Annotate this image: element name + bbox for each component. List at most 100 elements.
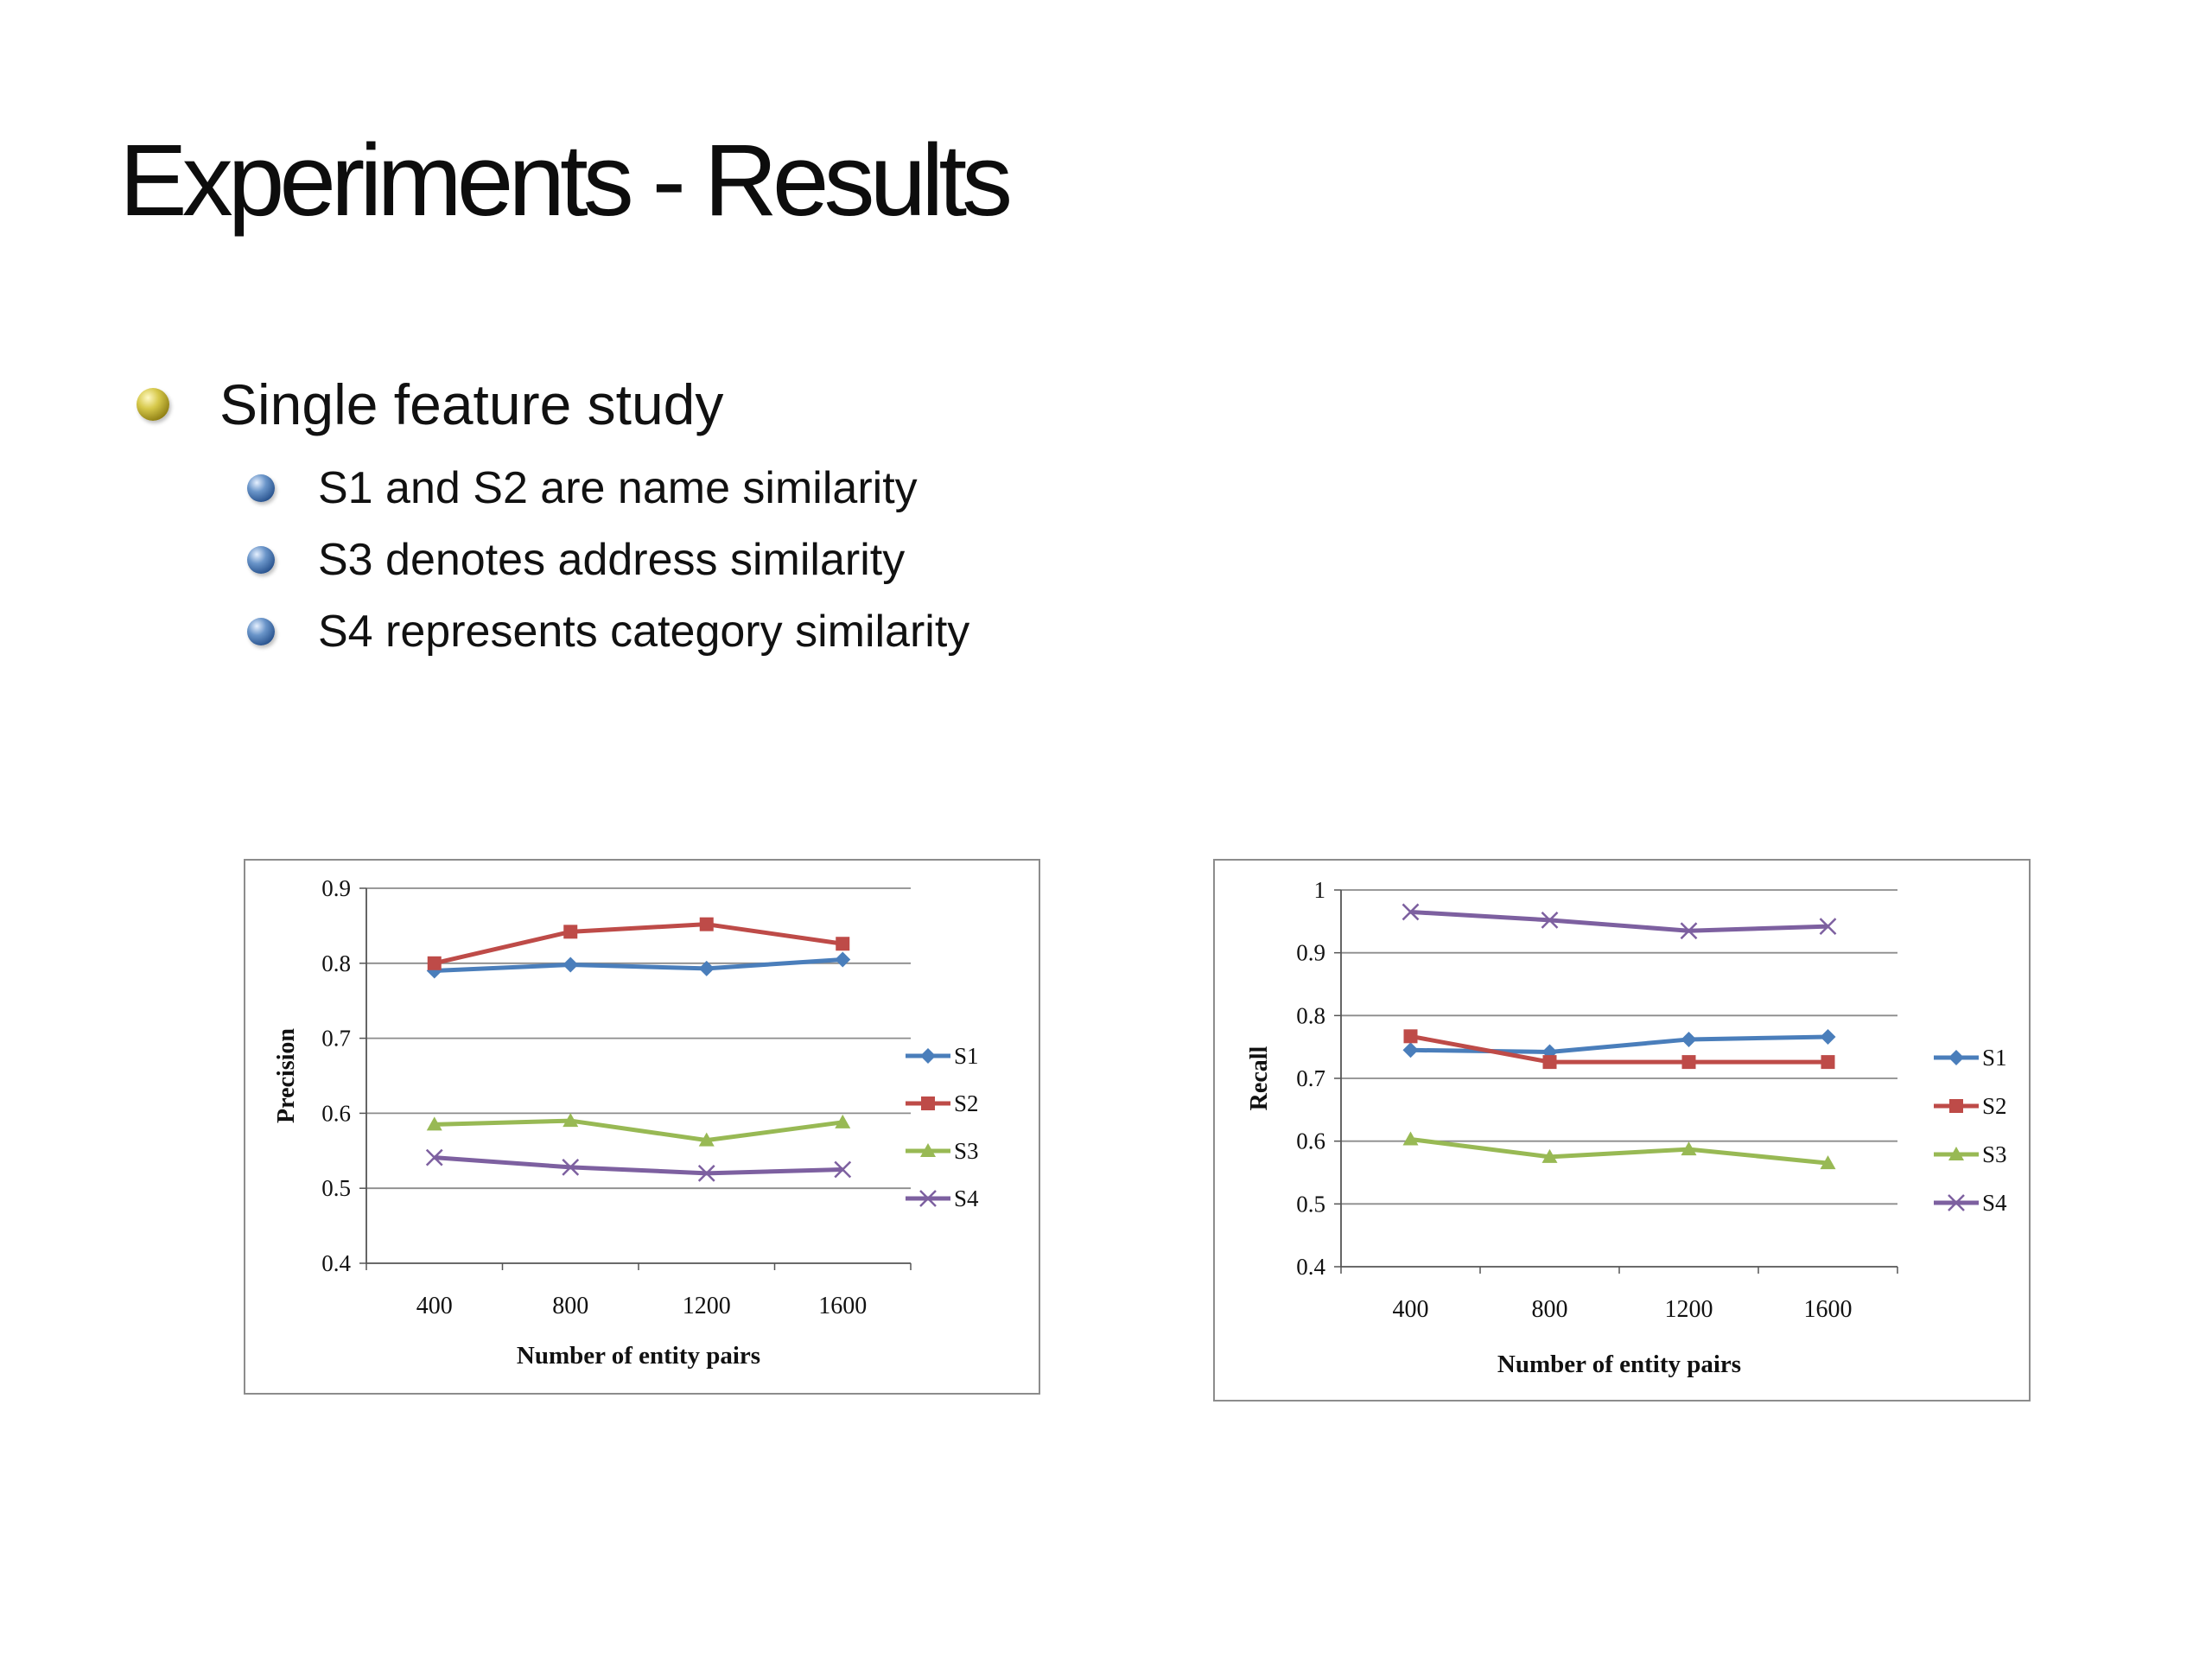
data-point-s4	[1819, 918, 1837, 936]
y-tick-label: 0.6	[321, 1100, 351, 1126]
legend-marker	[920, 1143, 936, 1157]
y-tick-label: 0.4	[1296, 1254, 1325, 1280]
legend-label: S1	[1982, 1045, 2007, 1071]
data-point-s2	[563, 925, 578, 939]
data-point-s1	[1402, 1042, 1419, 1058]
data-point-s3	[563, 1113, 579, 1128]
y-tick-label: 0.5	[1296, 1191, 1325, 1217]
data-point-s4	[834, 1160, 852, 1179]
bullet-item-single-feature: Single feature study	[137, 372, 723, 437]
data-point-s3	[1541, 1148, 1558, 1163]
data-point-s2	[1821, 1055, 1835, 1070]
legend-item-s3: S3	[906, 1138, 979, 1164]
series-s4	[425, 1148, 852, 1182]
legend-marker	[920, 1048, 936, 1064]
series-line-s2	[434, 922, 843, 966]
x-tick-label: 400	[416, 1293, 453, 1319]
legend-label: S1	[954, 1043, 979, 1069]
precision-chart: 0.4 0.5 0.6 0.7 0.8 0.9 400 800 1200 1600 Number o…	[273, 875, 979, 1370]
blue-bullet-icon	[247, 618, 275, 645]
legend-marker	[919, 1190, 937, 1207]
data-point-s1	[1820, 1029, 1836, 1046]
y-tick-label: 0.9	[1296, 940, 1325, 966]
series-s1	[426, 951, 851, 979]
y-tick-label: 0.9	[321, 875, 351, 901]
data-point-s3	[835, 1114, 851, 1128]
y-tick-label: 0.7	[1296, 1065, 1325, 1091]
legend-item-s1: S1	[906, 1043, 979, 1069]
data-point-s3	[426, 1116, 442, 1131]
legend-marker	[1948, 1194, 1965, 1211]
data-point-s3	[1820, 1155, 1836, 1170]
data-point-s4	[562, 1159, 580, 1176]
x-tick-label: 1600	[1804, 1296, 1853, 1323]
x-tick-label: 1600	[818, 1293, 867, 1319]
legend-item-s2: S2	[1934, 1093, 2007, 1119]
legend-label: S2	[954, 1090, 979, 1116]
legend-item-s2: S2	[906, 1090, 979, 1116]
data-point-s3	[698, 1132, 715, 1147]
data-point-s3	[1402, 1131, 1419, 1146]
series-line-s2	[1410, 1033, 1828, 1065]
series-s2	[427, 917, 850, 970]
data-point-s2	[427, 956, 442, 970]
data-point-s2	[699, 917, 714, 931]
bullet-text: S3 denotes address similarity	[318, 535, 906, 585]
legend-marker	[1948, 1050, 1964, 1065]
blue-bullet-icon	[247, 474, 275, 502]
legend-label: S3	[954, 1138, 979, 1164]
series-line-s1	[434, 957, 843, 973]
legend-label: S4	[1982, 1190, 2007, 1216]
series-s3	[426, 1113, 851, 1147]
bullet-item-address-similarity: S3 denotes address similarity	[247, 534, 905, 586]
data-point-s4	[697, 1164, 715, 1182]
data-point-s1	[698, 960, 715, 976]
bullet-text: Single feature study	[219, 372, 724, 436]
data-point-s2	[1403, 1029, 1418, 1044]
data-point-s2	[1542, 1055, 1557, 1070]
series-s1	[1402, 1029, 1836, 1060]
data-point-s2	[1681, 1055, 1696, 1070]
legend-marker	[1948, 1147, 1964, 1160]
data-point-s1	[835, 951, 851, 968]
series-s2	[1403, 1029, 1835, 1070]
data-point-s4	[1680, 922, 1698, 940]
legend-item-s3: S3	[1934, 1141, 2007, 1167]
precision-chart-frame: 0.4 0.5 0.6 0.7 0.8 0.9 400 800 1200 1600 Number o…	[244, 859, 1040, 1395]
x-axis-title: Number of entity pairs	[1497, 1351, 1741, 1378]
series-s4	[1402, 903, 1837, 940]
x-tick-label: 800	[552, 1293, 588, 1319]
bullet-text: S1 and S2 are name similarity	[318, 463, 918, 513]
series-s3	[1402, 1131, 1836, 1170]
legend-item-s4: S4	[906, 1185, 979, 1211]
recall-chart: 0.4 0.5 0.6 0.7 0.8 0.9 1 400 800 1200 1600 Number …	[1246, 877, 2007, 1378]
y-tick-label: 0.7	[321, 1026, 351, 1052]
data-point-s4	[1541, 911, 1559, 929]
y-axis-title: Precision	[273, 1028, 300, 1123]
data-point-s1	[426, 963, 442, 979]
x-tick-label: 800	[1532, 1296, 1568, 1323]
x-tick-label: 400	[1393, 1296, 1429, 1323]
legend-item-s1: S1	[1934, 1045, 2007, 1071]
slide-title: Experiments - Results	[119, 124, 1013, 238]
legend-label: S3	[1982, 1141, 2007, 1167]
y-tick-label: 0.8	[321, 950, 351, 976]
x-tick-label: 1200	[683, 1293, 731, 1319]
series-line-s3	[1410, 1137, 1828, 1166]
legend-item-s4: S4	[1934, 1190, 2007, 1216]
y-tick-label: 0.6	[1296, 1128, 1325, 1154]
y-tick-label: 1	[1314, 877, 1326, 903]
data-point-s1	[563, 957, 579, 973]
data-point-s3	[1681, 1141, 1697, 1156]
data-point-s4	[1402, 903, 1420, 921]
bullet-item-name-similarity: S1 and S2 are name similarity	[247, 462, 918, 514]
y-axis-title: Recall	[1246, 1046, 1273, 1110]
data-point-s1	[1681, 1031, 1697, 1047]
legend-marker	[1949, 1099, 1963, 1113]
y-tick-label: 0.8	[1296, 1002, 1325, 1028]
series-line-s4	[434, 1155, 843, 1176]
gold-bullet-icon	[137, 388, 169, 421]
bullet-item-category-similarity: S4 represents category similarity	[247, 606, 969, 658]
recall-chart-frame: 0.4 0.5 0.6 0.7 0.8 0.9 1 400 800 1200 1600 Number …	[1213, 859, 2031, 1402]
x-axis-title: Number of entity pairs	[517, 1342, 760, 1370]
